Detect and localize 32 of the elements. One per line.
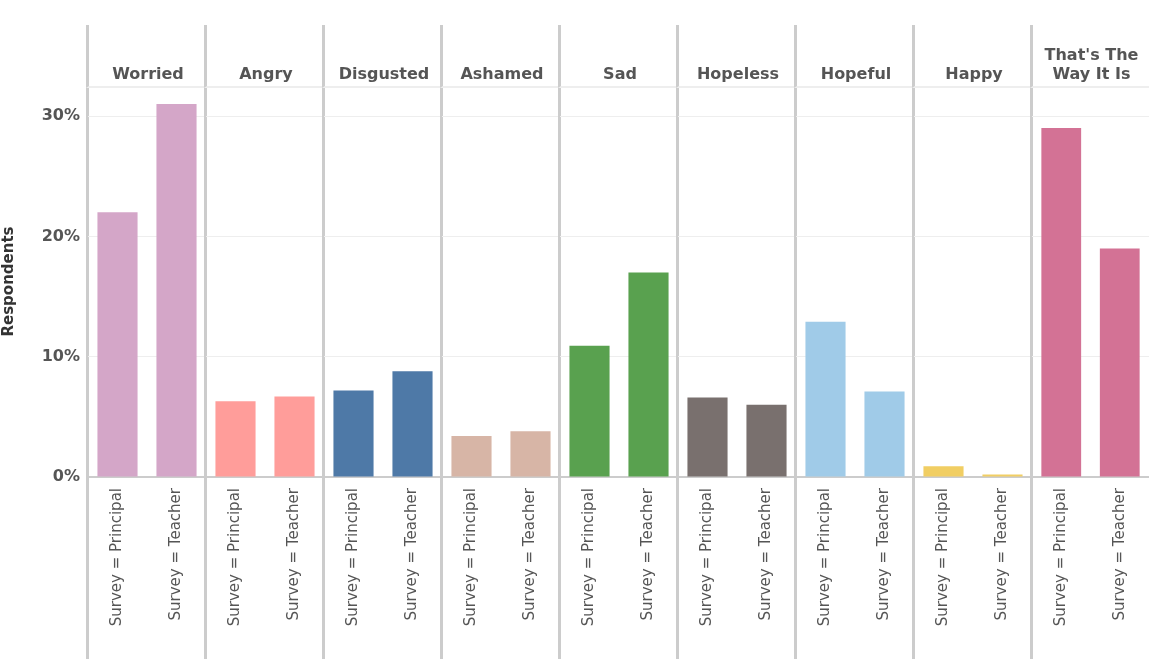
x-tick-label: Survey = Teacher <box>402 487 421 621</box>
x-tick-label: Survey = Teacher <box>284 487 303 621</box>
y-tick-label: 20% <box>41 225 80 245</box>
x-tick-label: Survey = Teacher <box>638 487 657 621</box>
chart-title: Ashamed <box>440 25 561 88</box>
y-tick-label: 30% <box>41 105 80 125</box>
x-tick-label: Survey = Principal <box>815 488 834 627</box>
x-tick-label: Survey = Teacher <box>874 487 893 621</box>
chart-title: Hopeful <box>794 25 915 88</box>
y-tick-label: 0% <box>52 466 80 486</box>
chart-title: Angry <box>204 25 325 88</box>
chart-title: Disgusted <box>322 25 443 88</box>
x-tick-label: Survey = Principal <box>225 488 244 627</box>
x-tick-label: Survey = Principal <box>107 488 126 627</box>
chart-title: Sad <box>558 25 679 88</box>
x-tick-label: Survey = Principal <box>1051 488 1070 627</box>
x-tick-label: Survey = Principal <box>461 488 480 627</box>
y-axis-title: Respondents <box>0 226 17 337</box>
x-tick-label: Survey = Teacher <box>166 487 185 621</box>
chart-title: Worried <box>86 25 207 88</box>
chart-title: That's The Way It Is <box>1030 25 1149 88</box>
x-tick-label: Survey = Principal <box>579 488 598 627</box>
chart-title: Happy <box>912 25 1033 88</box>
y-tick-label: 10% <box>41 345 80 365</box>
x-tick-label: Survey = Principal <box>933 488 952 627</box>
x-tick-label: Survey = Teacher <box>520 487 539 621</box>
x-tick-label: Survey = Teacher <box>992 487 1011 621</box>
x-tick-label: Survey = Principal <box>343 488 362 627</box>
x-tick-label: Survey = Teacher <box>1109 487 1128 621</box>
chart-title: Hopeless <box>676 25 797 88</box>
x-tick-label: Survey = Teacher <box>756 487 775 621</box>
x-tick-label: Survey = Principal <box>697 488 716 627</box>
